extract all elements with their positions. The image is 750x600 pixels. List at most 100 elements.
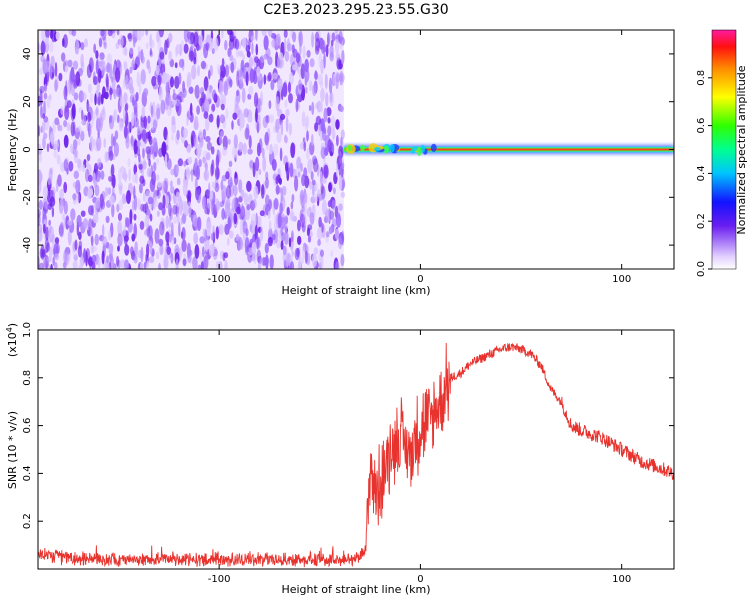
noise-speckle [101,66,105,77]
noise-speckle [267,236,273,247]
noise-speckle [300,194,305,209]
noise-speckle [254,56,259,64]
noise-speckle [142,192,146,203]
noise-speckle [230,61,235,74]
noise-speckle [97,96,101,106]
noise-speckle [58,198,64,214]
noise-speckle [308,105,312,112]
signal-onset-blob [347,144,352,152]
noise-speckle [45,30,50,39]
signal-onset-blob [430,143,437,152]
noise-speckle [137,125,141,141]
noise-speckle [236,90,239,97]
noise-speckle [211,48,215,55]
noise-speckle [233,212,238,225]
noise-speckle [63,249,68,265]
noise-speckle [319,80,324,89]
noise-speckle [88,205,94,216]
noise-speckle [288,93,293,104]
noise-speckle [238,69,244,84]
noise-speckle [177,158,184,167]
noise-speckle [327,32,330,47]
noise-speckle [161,219,165,231]
colorbar-ticks: 0.0 0.2 0.4 0.6 0.8 [696,70,712,277]
noise-speckle [304,250,308,264]
noise-speckle [190,168,194,183]
noise-speckle [84,38,88,48]
noise-speckle [258,255,263,268]
noise-speckle [102,36,107,47]
noise-speckle [182,258,187,267]
noise-speckle [271,39,276,48]
noise-speckle [170,185,175,194]
noise-speckle [272,233,276,241]
noise-speckle [106,76,109,92]
noise-speckle [208,69,211,80]
noise-speckle [275,176,279,185]
noise-speckle [323,107,328,123]
noise-speckle [166,134,169,148]
noise-speckle [228,160,233,167]
noise-speckle [170,252,174,264]
noise-speckle [260,184,265,199]
noise-speckle [225,185,232,199]
noise-speckle [257,105,261,114]
noise-speckle [279,147,283,162]
snr-ytick-label: 0.6 [22,418,33,434]
noise-speckle [306,50,311,58]
noise-speckle [96,136,102,152]
noise-speckle [38,147,43,155]
noise-speckle [38,125,41,137]
noise-speckle [212,231,216,244]
noise-speckle [136,127,141,136]
noise-speckle [193,31,199,48]
noise-speckle [302,45,306,59]
noise-speckle [134,171,138,184]
noise-speckle [156,210,160,217]
noise-speckle [129,47,134,55]
noise-speckle [309,212,315,226]
noise-speckle [116,203,120,213]
noise-speckle [337,154,342,168]
noise-speckle [149,213,153,222]
noise-speckle [85,168,90,182]
noise-speckle [301,244,306,260]
noise-speckle [220,91,223,100]
noise-speckle [188,189,191,197]
noise-speckle [305,115,309,127]
noise-speckle [87,83,92,94]
noise-speckle [116,255,120,267]
noise-speckle [283,30,288,38]
noise-speckle [140,246,144,263]
noise-speckle [48,168,53,184]
noise-speckle [38,262,45,269]
noise-speckle [156,174,160,182]
noise-speckle [46,242,50,252]
noise-speckle [41,40,45,57]
noise-speckle [198,250,203,262]
noise-speckle [237,203,241,215]
noise-speckle [225,64,230,78]
noise-speckle [304,58,309,73]
noise-speckle [182,87,187,98]
noise-speckle [111,174,116,189]
noise-speckle [203,169,210,182]
noise-speckle [117,114,120,124]
spectrogram-ytick-label: 40 [22,48,33,61]
noise-speckle [220,130,224,138]
noise-speckle [203,111,209,119]
noise-speckle [203,253,209,269]
noise-speckle [38,169,42,185]
noise-speckle [273,143,279,156]
noise-speckle [338,236,343,250]
noise-speckle [95,170,101,183]
noise-speckle [232,35,237,49]
noise-speckle [86,154,91,162]
noise-speckle [63,134,69,148]
noise-speckle [215,200,221,210]
noise-speckle [208,244,215,257]
noise-speckle [286,206,290,216]
noise-speckle [316,227,323,240]
noise-speckle [75,179,81,195]
svg-text:(x104): (x104) [5,323,19,357]
